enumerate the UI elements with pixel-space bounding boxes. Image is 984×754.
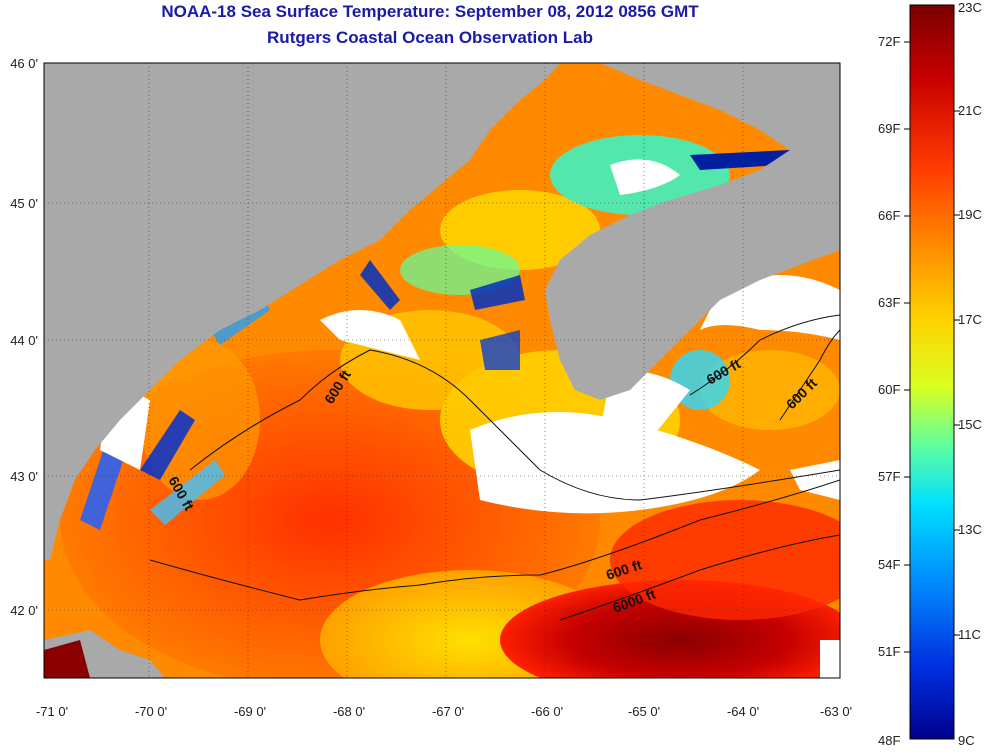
map-title: NOAA-18 Sea Surface Temperature: Septemb… [161,2,699,21]
map-subtitle: Rutgers Coastal Ocean Observation Lab [267,28,593,47]
colorbar-f-label: 48F [878,733,901,748]
colorbar-c-label: 11C [958,627,981,642]
colorbar-f-label: 57F [878,469,901,484]
sst-field [44,63,840,678]
colorbar-f-label: 54F [878,557,901,572]
lat-tick-label: 43 0' [10,469,38,484]
colorbar-c-label: 9C [958,733,975,748]
lon-tick-label: -67 0' [432,704,464,719]
colorbar-ticks [904,41,960,653]
lat-tick-label: 45 0' [10,196,38,211]
land-nova-scotia [545,63,840,400]
colorbar-f-label: 66F [878,208,901,223]
colorbar-c-label: 13C [958,522,982,537]
lat-tick-label: 46 0' [10,56,38,71]
colorbar-c-label: 15C [958,417,982,432]
colorbar-c-label: 19C [958,207,982,222]
lon-tick-label: -70 0' [135,704,167,719]
colorbar [909,4,955,740]
lon-tick-label: -69 0' [234,704,266,719]
graticule [44,63,840,678]
colorbar-f-label: 63F [878,295,901,310]
lon-tick-label: -65 0' [628,704,660,719]
land-new-england [44,63,560,560]
colorbar-c-label: 17C [958,312,982,327]
lat-tick-label: 42 0' [10,603,38,618]
colorbar-f-label: 72F [878,34,901,49]
colorbar-f-label: 51F [878,644,901,659]
lon-tick-label: -68 0' [333,704,365,719]
map-frame [43,62,841,679]
lon-tick-label: -71 0' [36,704,68,719]
colorbar-f-label: 69F [878,121,901,136]
lat-tick-label: 44 0' [10,333,38,348]
colorbar-c-label: 21C [958,103,982,118]
lon-tick-label: -63 0' [820,704,852,719]
lon-tick-label: -66 0' [531,704,563,719]
colorbar-c-label: 23C [958,0,982,15]
colorbar-f-label: 60F [878,382,901,397]
lon-tick-label: -64 0' [727,704,759,719]
